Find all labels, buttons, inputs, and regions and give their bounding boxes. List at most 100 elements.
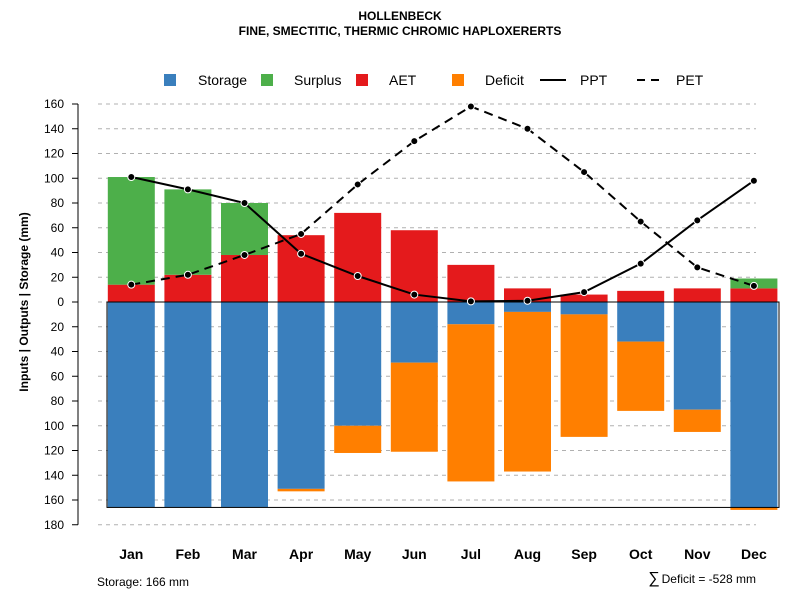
x-tick-label-apr: Apr [289, 546, 314, 562]
pet-point [353, 180, 362, 189]
storage-bar-oct [617, 302, 665, 342]
y-tick-label: 60 [51, 221, 65, 235]
summation-icon: ∑ [648, 570, 660, 587]
y-axis-label: Inputs | Outputs | Storage (mm) [17, 212, 31, 391]
pet-point [749, 281, 758, 290]
legend-storage-swatch [164, 74, 176, 86]
ppt-point [580, 288, 589, 297]
legend-ppt-label: PPT [580, 72, 608, 88]
pet-line [131, 105, 755, 287]
pet-point [127, 280, 136, 289]
legend-aet-swatch [356, 74, 368, 86]
ppt-line [131, 176, 755, 303]
y-tick-label: 40 [51, 246, 65, 260]
x-tick-label-jun: Jun [402, 546, 427, 562]
ppt-point [636, 259, 645, 268]
y-tick-label: 40 [51, 345, 65, 359]
aet-bar-apr [277, 235, 325, 302]
aet-bar-jan [107, 284, 155, 302]
deficit-bar-apr [277, 488, 325, 492]
y-tick-label: 160 [44, 97, 64, 111]
deficit-bar-aug [504, 311, 551, 472]
legend-deficit-label: Deficit [485, 72, 524, 88]
y-tick-label: 120 [44, 444, 64, 458]
storage-bar-nov [673, 302, 721, 410]
chart-title: HOLLENBECK [358, 9, 442, 23]
pet-point [523, 124, 532, 133]
deficit-bar-oct [617, 341, 665, 411]
y-tick-label: 80 [51, 394, 65, 408]
deficit-bar-jun [390, 362, 438, 452]
aet-bar-sep [560, 294, 608, 302]
x-tick-label-nov: Nov [684, 546, 711, 562]
surplus-bar-jan [107, 177, 155, 285]
aet-bar-may [334, 212, 382, 302]
storage-bar-mar [221, 302, 268, 508]
legend-surplus-label: Surplus [294, 72, 341, 88]
legend-pet-label: PET [676, 72, 704, 88]
pet-point [636, 217, 645, 226]
aet-bar-mar [221, 254, 268, 302]
storage-capacity-frame [106, 301, 780, 508]
aet-bar-nov [673, 288, 721, 302]
x-tick-label-jan: Jan [119, 546, 143, 562]
pet-point [693, 263, 702, 272]
y-tick-label: 80 [51, 196, 65, 210]
aet-bar-jul [447, 264, 495, 302]
x-tick-label-sep: Sep [571, 546, 597, 562]
ppt-point [466, 297, 475, 306]
ppt-point [297, 249, 306, 258]
legend-surplus-swatch [261, 74, 273, 86]
deficit-summary-label: Deficit = -528 mm [661, 572, 756, 586]
storage-summary: Storage: 166 mm [97, 575, 190, 589]
x-tick-label-mar: Mar [232, 546, 257, 562]
storage-bar-jul [447, 302, 495, 325]
pet-point [466, 102, 475, 111]
storage-bar-sep [560, 302, 608, 315]
x-tick-label-aug: Aug [514, 546, 541, 562]
ppt-point [523, 296, 532, 305]
y-tick-label: 100 [44, 171, 64, 185]
storage-bar-apr [277, 302, 325, 489]
y-tick-label: 180 [44, 518, 64, 532]
x-tick-label-oct: Oct [629, 546, 653, 562]
pet-point [240, 250, 249, 259]
aet-bar-oct [617, 290, 665, 302]
storage-bar-dec [730, 302, 778, 508]
y-tick-label: 140 [44, 468, 64, 482]
aet-bar-feb [164, 274, 212, 302]
ppt-point [183, 185, 192, 194]
pet-point [183, 270, 192, 279]
deficit-bar-may [334, 425, 382, 453]
pet-point [297, 229, 306, 238]
aet-bar-dec [730, 288, 778, 302]
y-tick-label: 100 [44, 419, 64, 433]
ppt-point [749, 176, 758, 185]
x-tick-label-may: May [344, 546, 371, 562]
y-tick-label: 140 [44, 122, 64, 136]
y-tick-label: 120 [44, 147, 64, 161]
deficit-bar-dec [730, 507, 778, 510]
y-tick-label: 0 [57, 295, 64, 309]
ppt-point [353, 272, 362, 281]
pet-point [580, 168, 589, 177]
x-tick-label-feb: Feb [175, 546, 200, 562]
pet-point [410, 137, 419, 146]
deficit-bar-nov [673, 409, 721, 432]
ppt-point [410, 290, 419, 299]
surplus-bar-mar [221, 203, 268, 255]
deficit-summary: ∑ Deficit = -528 mm [648, 570, 756, 588]
y-tick-label: 60 [51, 369, 65, 383]
ppt-point [240, 199, 249, 207]
legend-aet-label: AET [389, 72, 417, 88]
y-tick-label: 20 [51, 320, 65, 334]
storage-bar-feb [164, 302, 212, 508]
deficit-bar-sep [560, 314, 608, 437]
y-tick-label: 160 [44, 493, 64, 507]
y-tick-label: 20 [51, 270, 65, 284]
x-tick-label-dec: Dec [741, 546, 767, 562]
legend-storage-label: Storage [198, 72, 247, 88]
storage-bar-jun [390, 302, 438, 363]
ppt-point [693, 216, 702, 225]
